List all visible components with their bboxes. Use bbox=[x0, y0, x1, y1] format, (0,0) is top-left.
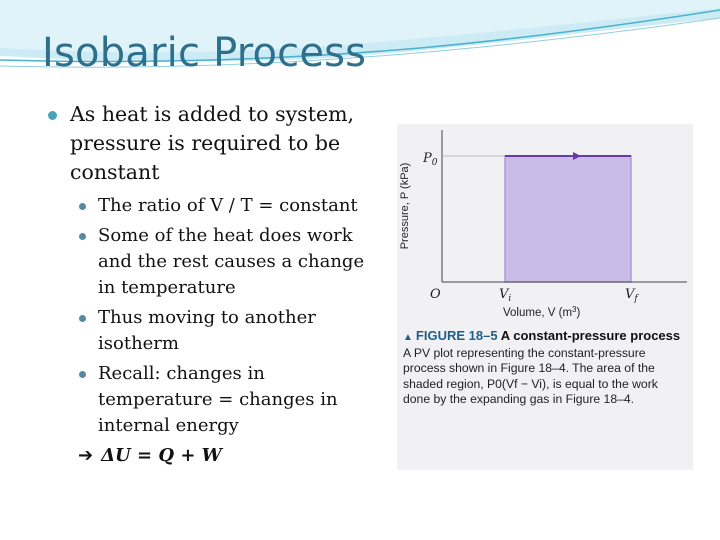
triangle-marker-icon: ▲ bbox=[403, 332, 413, 343]
decorative-swoosh-header bbox=[0, 0, 720, 68]
main-bullet: As heat is added to system, pressure is … bbox=[48, 100, 378, 187]
main-bullet-text: As heat is added to system, pressure is … bbox=[70, 102, 355, 184]
pv-figure: Pressure, P (kPa) P0 O Vi Vf Volume, V (… bbox=[397, 124, 693, 470]
sub-bullet-text: Thus moving to another isotherm bbox=[98, 307, 316, 354]
x-tick-vi: Vi bbox=[499, 287, 511, 304]
bullet-dot-icon bbox=[79, 371, 86, 378]
caption-text: A PV plot representing the constant-pres… bbox=[403, 345, 658, 407]
equation-line: ➔ ΔU = Q + W bbox=[48, 443, 378, 469]
bullet-dot-icon bbox=[79, 233, 86, 240]
bullet-dot-icon bbox=[79, 203, 86, 210]
sub-bullet: The ratio of V / T = constant bbox=[48, 193, 378, 219]
x-tick-vf: Vf bbox=[625, 287, 639, 304]
sub-bullet: Thus moving to another isotherm bbox=[48, 305, 378, 357]
caption-heading: ▲ FIGURE 18–5 A constant-pressure process bbox=[403, 328, 685, 346]
y-axis-label: Pressure, P (kPa) bbox=[399, 163, 411, 250]
pv-plot: Pressure, P (kPa) P0 O Vi Vf Volume, V (… bbox=[399, 130, 687, 319]
sub-bullet-text: The ratio of V / T = constant bbox=[98, 195, 358, 216]
origin-label: O bbox=[430, 287, 441, 302]
sub-bullet-text: Some of the heat does work and the rest … bbox=[98, 225, 365, 298]
slide-title: Isobaric Process bbox=[42, 30, 367, 76]
bullet-dot-icon bbox=[48, 111, 57, 120]
sub-bullet-list: The ratio of V / T = constant Some of th… bbox=[48, 193, 378, 439]
bullet-dot-icon bbox=[79, 315, 86, 322]
slide-body: As heat is added to system, pressure is … bbox=[48, 100, 378, 469]
arrow-right-icon: ➔ bbox=[78, 445, 94, 466]
sub-bullet: Some of the heat does work and the rest … bbox=[48, 223, 378, 301]
figure-caption: ▲ FIGURE 18–5 A constant-pressure process… bbox=[403, 328, 685, 408]
y-tick-p0: P0 bbox=[422, 151, 438, 168]
path-direction-arrow-icon bbox=[573, 152, 581, 160]
sub-bullet: Recall: changes in temperature = changes… bbox=[48, 361, 378, 439]
sub-bullet-text: Recall: changes in temperature = changes… bbox=[98, 363, 338, 436]
equation-text: ΔU = Q + W bbox=[101, 445, 222, 466]
x-axis-label: Volume, V (m3) bbox=[503, 305, 580, 319]
work-area-shade bbox=[504, 155, 632, 283]
caption-title: A constant-pressure process bbox=[500, 328, 681, 343]
caption-figure-number: FIGURE 18–5 bbox=[415, 328, 498, 343]
